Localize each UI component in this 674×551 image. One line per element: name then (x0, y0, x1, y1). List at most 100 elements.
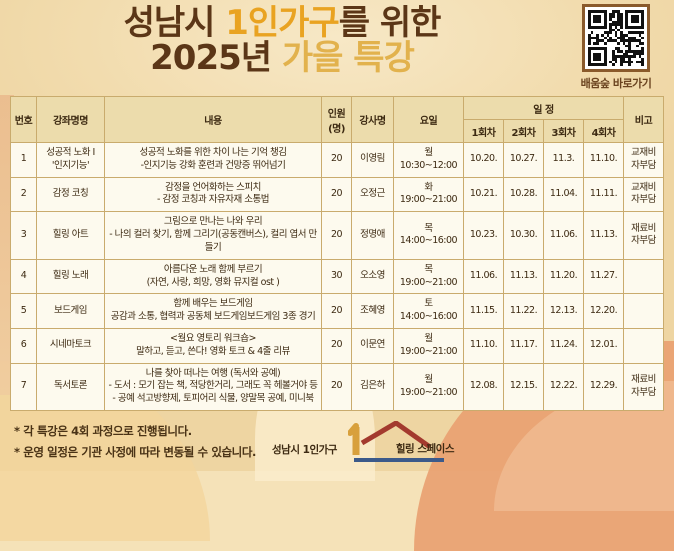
cell-session-1: 10.23. (462, 211, 504, 260)
cell-instructor: 이문연 (350, 327, 394, 364)
cell-session-2: 11.17. (502, 327, 544, 364)
organization-logo: 성남시 1인가구 힐링 스페이스 (272, 415, 462, 467)
cell-note: 재료비 자부담 (623, 362, 664, 412)
title-line-2-part-1: 2025년 (150, 37, 282, 78)
cell-session-3: 11.3. (542, 142, 584, 178)
cell-session-1: 11.15. (462, 293, 504, 329)
cell-no: 3 (10, 211, 37, 260)
cell-weekday: 목 19:00~21:00 (392, 258, 464, 295)
cell-weekday: 토 14:00~16:00 (392, 293, 464, 329)
header-weekday: 요일 (392, 96, 464, 143)
schedule-table-head: 번호 강좌명명 내용 인원 (명) 강사명 요일 일 정 비고 1회차 2회차 … (10, 96, 664, 143)
cell-session-4: 12.20. (582, 293, 625, 329)
table-row: 6 시네마토크 <월요 영토리 워크숍> 말하고, 듣고, 쓴다! 영화 토크 & 4… (10, 327, 664, 364)
cell-weekday: 목 14:00~16:00 (392, 211, 464, 260)
cell-content: <월요 영토리 워크숍> 말하고, 듣고, 쓴다! 영화 토크 & 4줄 리뷰 (104, 327, 322, 364)
header-content: 내용 (104, 96, 322, 143)
cell-weekday: 화 19:00~21:00 (392, 176, 464, 213)
cell-capacity: 20 (320, 142, 352, 178)
cell-content: 나를 찾아 떠나는 여행 (독서와 공예) - 도서 : 모기 잡는 책, 적당한… (104, 362, 322, 412)
cell-capacity: 30 (320, 258, 352, 295)
poster-header: 성남시 1인가구를 위한 2025년 가을 특강 배움숲 바로가기 (0, 0, 674, 95)
cell-note (623, 258, 664, 295)
cell-instructor: 김은하 (350, 362, 394, 412)
cell-instructor: 오소영 (350, 258, 394, 295)
cell-capacity: 20 (320, 327, 352, 364)
cell-session-4: 11.13. (582, 211, 625, 260)
poster-footer: * 각 특강은 4회 과정으로 진행됩니다. * 운영 일정은 기관 사정에 따… (0, 407, 674, 471)
cell-no: 2 (10, 176, 37, 213)
cell-course-name: 시네마토크 (36, 327, 105, 364)
cell-session-3: 11.24. (542, 327, 584, 364)
cell-note: 교재비 자부담 (623, 176, 664, 213)
table-row: 4 힐링 노래 아름다운 노래 함께 부르기 (자연, 사랑, 희망, 영화 뮤지컬 … (10, 258, 664, 295)
cell-session-4: 11.11. (582, 176, 625, 213)
logo-right-text: 힐링 스페이스 (395, 443, 455, 455)
schedule-table: 번호 강좌명명 내용 인원 (명) 강사명 요일 일 정 비고 1회차 2회차 … (10, 96, 664, 412)
cell-session-3: 11.04. (542, 176, 584, 213)
schedule-table-body: 1 성공적 노화 I '인지기능' 성공적 노화를 위한 차이 나는 기억 챙김 -인지… (10, 142, 664, 412)
cell-session-1: 10.20. (462, 142, 504, 178)
title-line-1-part-3: 를 위한 (338, 3, 442, 43)
header-no: 번호 (10, 96, 37, 143)
cell-session-3: 11.20. (542, 258, 584, 295)
header-session-4: 4회차 (582, 119, 625, 143)
cell-content: 함께 배우는 보드게임 공감과 소통, 협력과 공동체 보드게임보드게임 3종 경… (104, 293, 322, 329)
footer-note-2: * 운영 일정은 기관 사정에 따라 변동될 수 있습니다. (14, 445, 257, 460)
cell-session-2: 10.30. (502, 211, 544, 260)
header-capacity: 인원 (명) (320, 96, 352, 143)
table-row: 2 감정 코칭 감정을 언어화하는 스피치 - 감정 코칭과 자유자재 소통법 20 오정… (10, 176, 664, 213)
cell-instructor: 이영림 (350, 142, 394, 178)
cell-session-4: 11.27. (582, 258, 625, 295)
cell-no: 4 (10, 258, 37, 295)
header-instructor: 강사명 (350, 96, 394, 143)
title-line-2: 2025년 가을 특강 (0, 37, 564, 78)
cell-course-name: 독서토론 (36, 362, 105, 412)
header-session-3: 3회차 (542, 119, 584, 143)
table-row: 7 독서토론 나를 찾아 떠나는 여행 (독서와 공예) - 도서 : 모기 잡는 책… (10, 362, 664, 412)
header-note: 비고 (623, 96, 664, 143)
cell-session-4: 12.29. (582, 362, 625, 412)
title-line-1-part-1: 성남시 (123, 3, 226, 43)
cell-session-1: 11.10. (462, 327, 504, 364)
cell-no: 6 (10, 327, 37, 364)
cell-weekday: 월 19:00~21:00 (392, 327, 464, 364)
house-roof-icon (348, 421, 444, 462)
cell-course-name: 보드게임 (36, 293, 105, 329)
title-line-2-part-2: 가을 특강 (281, 37, 415, 78)
header-capacity-line1: 인원 (327, 108, 346, 120)
cell-instructor: 정명애 (350, 211, 394, 260)
header-schedule-group: 일 정 (462, 96, 625, 120)
title-line-1-part-2: 1인가구 (225, 3, 339, 43)
cell-course-name: 힐링 아트 (36, 211, 105, 260)
cell-content: 성공적 노화를 위한 차이 나는 기억 챙김 -인지기능 강화 훈련과 건망증 뛰… (104, 142, 322, 178)
qr-code-icon[interactable] (582, 4, 650, 72)
cell-capacity: 20 (320, 176, 352, 213)
cell-course-name: 성공적 노화 I '인지기능' (36, 142, 105, 178)
header-row-top: 번호 강좌명명 내용 인원 (명) 강사명 요일 일 정 비고 (10, 96, 664, 143)
header-capacity-line2: (명) (328, 123, 345, 135)
cell-session-2: 12.15. (502, 362, 544, 412)
qr-code-block[interactable]: 배움숲 바로가기 (570, 4, 662, 91)
cell-note (623, 293, 664, 329)
cell-no: 7 (10, 362, 37, 412)
cell-session-2: 10.28. (502, 176, 544, 213)
footer-note-1: * 각 특강은 4회 과정으로 진행됩니다. (14, 424, 192, 438)
cell-session-3: 12.22. (542, 362, 584, 412)
header-course-name: 강좌명명 (36, 96, 105, 143)
cell-capacity: 20 (320, 293, 352, 329)
schedule-table-wrapper: 번호 강좌명명 내용 인원 (명) 강사명 요일 일 정 비고 1회차 2회차 … (10, 96, 664, 412)
cell-note: 교재비 자부담 (623, 142, 664, 178)
cell-session-4: 11.10. (582, 142, 625, 178)
cell-session-1: 10.21. (462, 176, 504, 213)
cell-no: 5 (10, 293, 37, 329)
cell-session-1: 12.08. (462, 362, 504, 412)
cell-session-1: 11.06. (462, 258, 504, 295)
qr-code-label: 배움숲 바로가기 (580, 77, 652, 90)
header-session-1: 1회차 (462, 119, 504, 143)
title-line-1: 성남시 1인가구를 위한 (0, 6, 564, 41)
logo-left-text: 성남시 1인가구 (272, 444, 337, 456)
cell-no: 1 (10, 142, 37, 178)
cell-capacity: 20 (320, 362, 352, 412)
